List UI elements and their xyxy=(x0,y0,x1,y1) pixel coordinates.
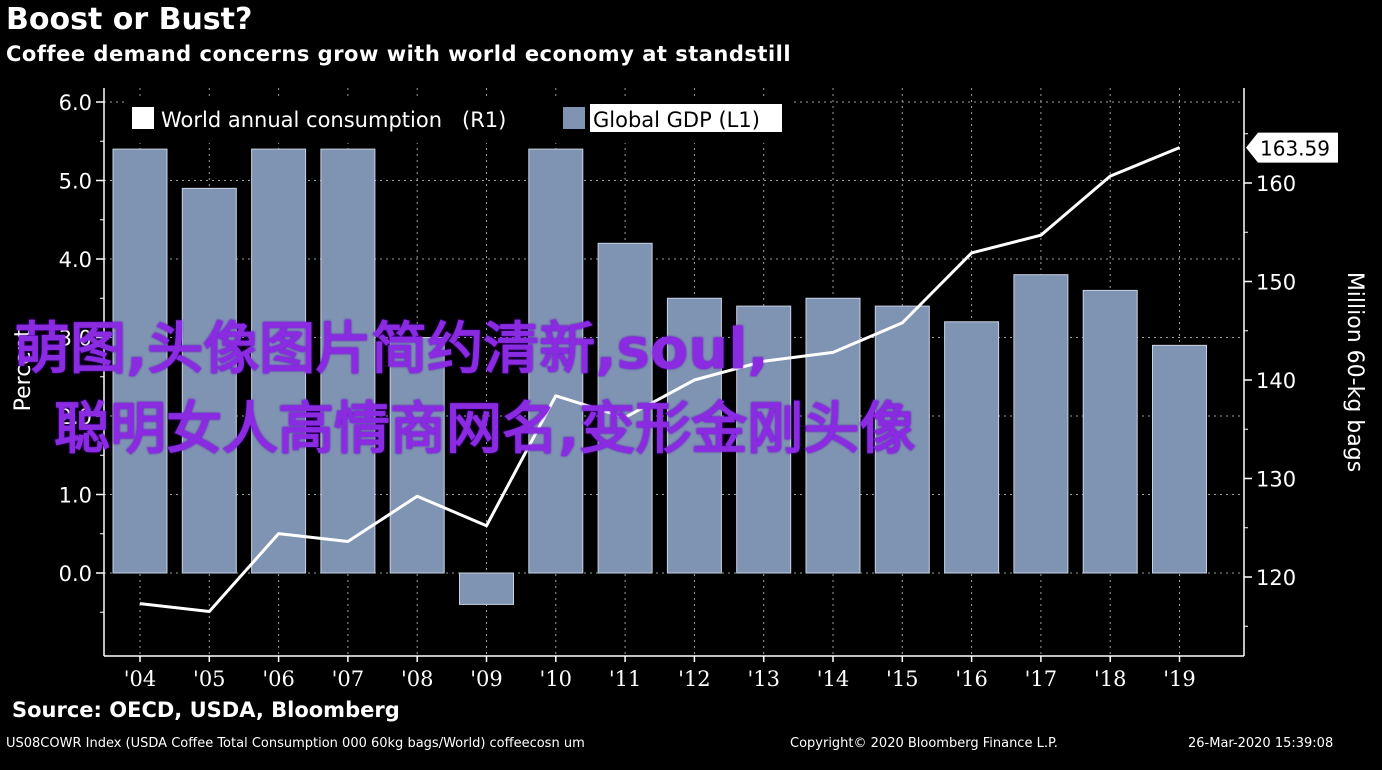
tick-label-x: '08 xyxy=(401,667,434,691)
tick-label-x: '05 xyxy=(193,667,226,691)
legend-label-consumption: World annual consumption (R1) xyxy=(161,108,506,132)
point-consumption xyxy=(763,360,765,362)
tick-label-x: '07 xyxy=(332,667,365,691)
tick-label-x: '11 xyxy=(609,667,642,691)
point-consumption xyxy=(416,495,418,497)
tick-label-x: '17 xyxy=(1025,667,1058,691)
tick-label-left: 3.0 xyxy=(59,327,92,351)
bar-gdp xyxy=(459,572,514,605)
tick-label-right: 140 xyxy=(1256,369,1296,393)
line-consumption xyxy=(139,146,1181,613)
bar-gdp xyxy=(1013,274,1069,574)
tick-label-left: 6.0 xyxy=(59,91,92,115)
tick-label-x: '18 xyxy=(1094,667,1127,691)
point-consumption xyxy=(693,379,695,381)
last-value-badge xyxy=(1246,132,1338,163)
bar-gdp xyxy=(528,148,584,574)
bar-gdp xyxy=(320,148,376,574)
y-axis-left-label: Percent xyxy=(11,328,36,411)
tick-label-x: '04 xyxy=(124,667,157,691)
tick-label-x: '06 xyxy=(262,667,295,691)
tick-label-right: 130 xyxy=(1256,468,1296,492)
tick-label-x: '14 xyxy=(817,667,850,691)
point-consumption xyxy=(1109,175,1111,177)
bar-gdp xyxy=(251,148,307,574)
gdp-bars xyxy=(112,148,1207,605)
timestamp: 26-Mar-2020 15:39:08 xyxy=(1188,736,1334,751)
chart-plot: 6.0 5.0 4.0 3.0 2.0 1.0 0.0 160 150 140 130 120 '04 '… xyxy=(11,88,1367,691)
tick-label-left: 1.0 xyxy=(59,484,92,508)
legend-swatch-consumption xyxy=(132,107,154,129)
tick-label-x: '10 xyxy=(540,667,573,691)
tick-label-right: 120 xyxy=(1256,566,1296,590)
bar-gdp xyxy=(181,187,237,574)
legend: World annual consumption (R1) Global GDP… xyxy=(124,99,792,143)
tick-label-x: '09 xyxy=(470,667,503,691)
bar-gdp xyxy=(112,148,168,574)
tick-label-right: 150 xyxy=(1256,271,1296,295)
tick-label-x: '12 xyxy=(678,667,711,691)
copyright-notice: Copyright© 2020 Bloomberg Finance L.P. xyxy=(790,736,1058,751)
bar-gdp xyxy=(874,305,930,574)
tick-label-left: 2.0 xyxy=(59,405,92,429)
point-consumption xyxy=(901,322,903,324)
bar-gdp xyxy=(805,297,861,574)
chart-subtitle: Coffee demand concerns grow with world e… xyxy=(6,42,792,66)
y-axis-right-label: Million 60-kg bags xyxy=(1342,272,1367,472)
point-consumption xyxy=(1179,147,1180,149)
point-consumption xyxy=(347,541,349,543)
point-consumption xyxy=(278,533,280,535)
bar-gdp xyxy=(736,305,792,574)
tick-label-x: '19 xyxy=(1163,667,1196,691)
bar-gdp xyxy=(597,242,653,574)
legend-label-gdp: Global GDP (L1) xyxy=(593,108,760,132)
point-consumption xyxy=(486,525,487,527)
bar-gdp xyxy=(389,337,445,574)
legend-highlight-gdp xyxy=(590,104,782,132)
axes: 6.0 5.0 4.0 3.0 2.0 1.0 0.0 160 150 140 130 120 '04 '… xyxy=(59,88,1338,691)
point-consumption xyxy=(624,416,626,418)
bar-gdp xyxy=(944,321,1000,574)
legend-swatch-gdp xyxy=(563,107,585,129)
tick-label-x: '13 xyxy=(747,667,780,691)
chart-title: Boost or Bust? xyxy=(6,2,253,37)
tick-label-right: 160 xyxy=(1256,172,1296,196)
tick-label-x: '15 xyxy=(886,667,919,691)
ticker-description: US08COWR Index (USDA Coffee Total Consum… xyxy=(6,736,585,751)
consumption-line xyxy=(139,146,1181,613)
point-consumption xyxy=(208,610,210,612)
bar-gdp xyxy=(1082,289,1138,574)
point-consumption xyxy=(971,252,973,254)
tick-label-x: '16 xyxy=(955,667,988,691)
tick-label-left: 4.0 xyxy=(59,248,92,272)
tick-label-left: 0.0 xyxy=(59,562,92,586)
bar-gdp xyxy=(1152,344,1207,574)
point-consumption xyxy=(832,351,834,353)
point-consumption xyxy=(139,603,141,605)
source-note: Source: OECD, USDA, Bloomberg xyxy=(12,698,400,722)
point-consumption xyxy=(555,395,557,397)
tick-label-left: 5.0 xyxy=(59,170,92,194)
point-consumption xyxy=(1040,234,1042,236)
bar-gdp xyxy=(666,297,722,574)
last-value-label: 163.59 xyxy=(1260,137,1330,161)
